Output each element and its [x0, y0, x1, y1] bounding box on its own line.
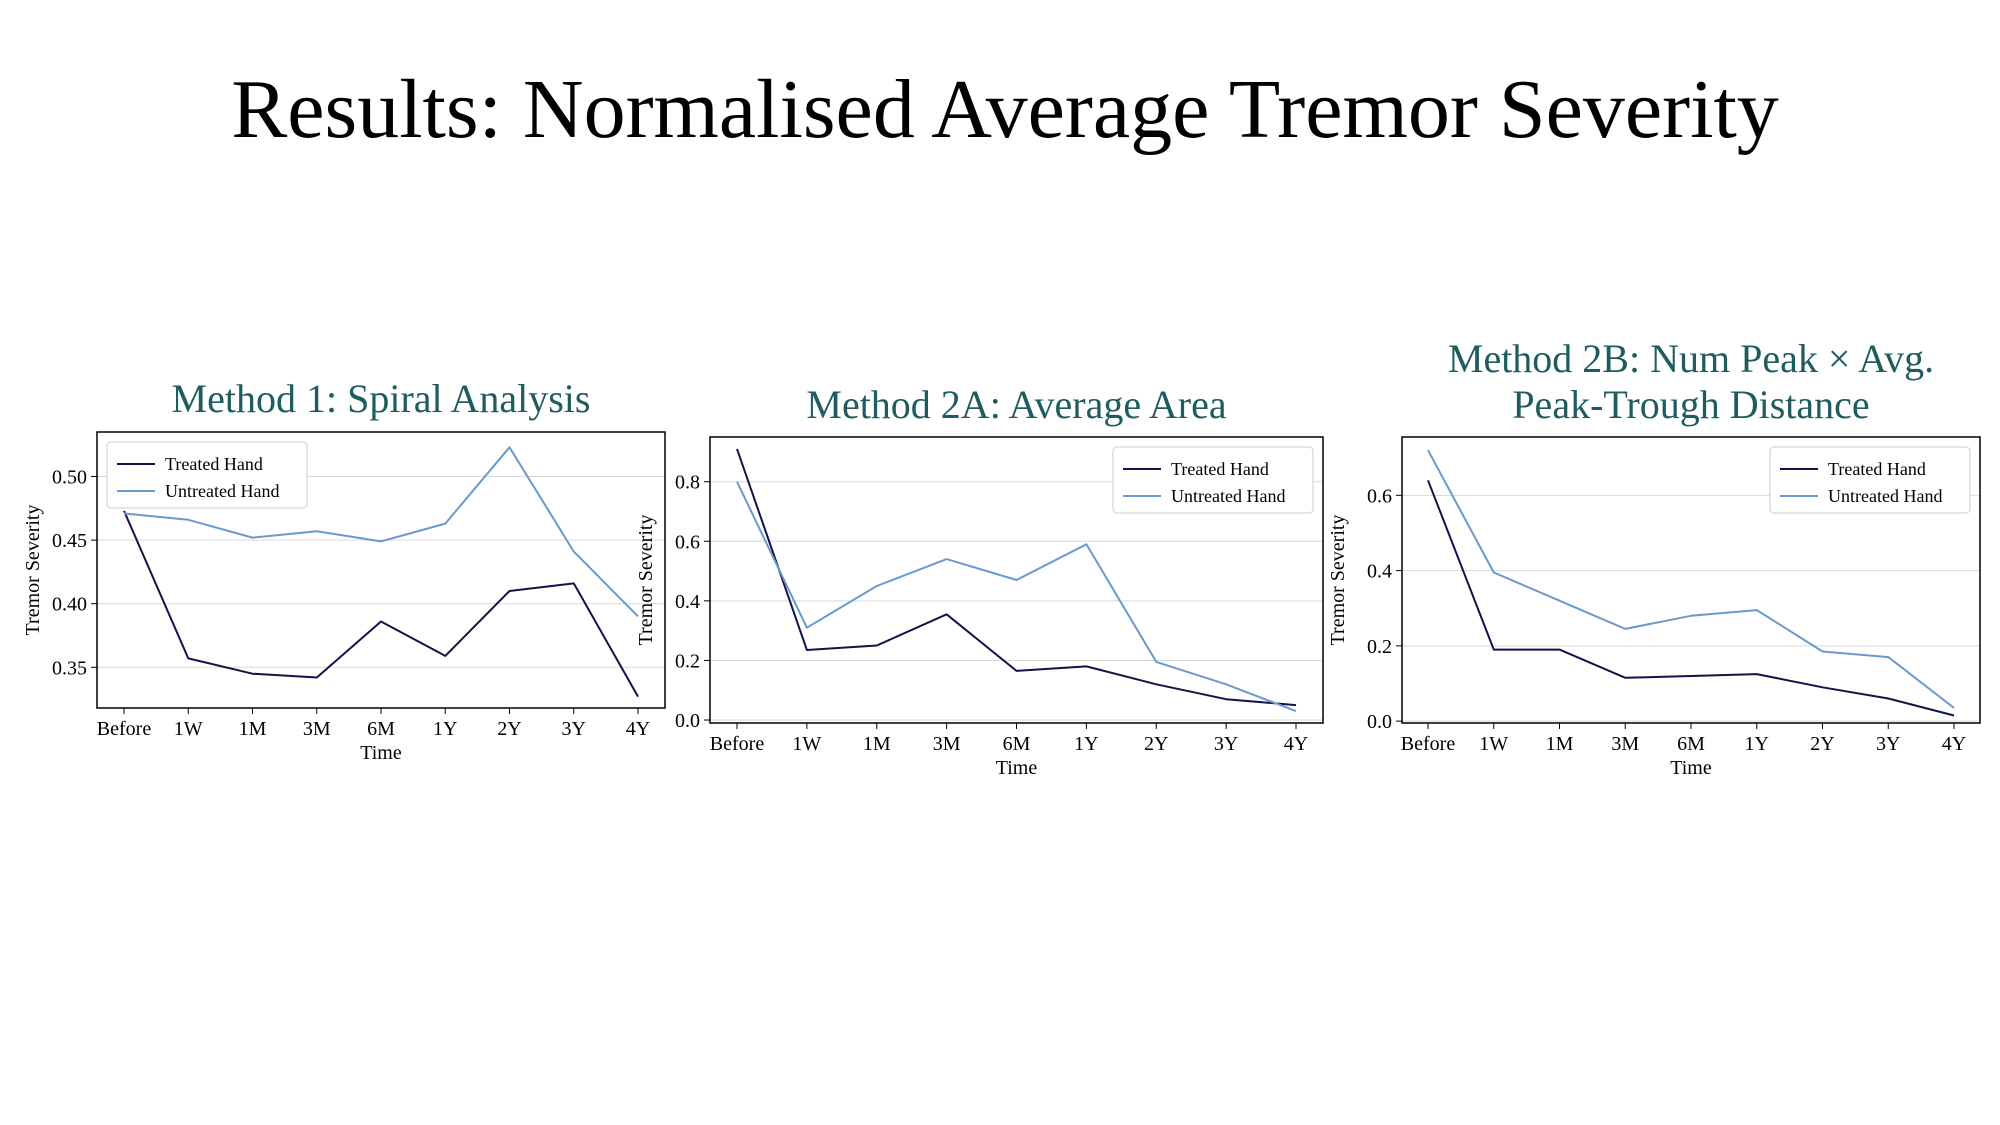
chart-method-1: Method 1: Spiral Analysis 0.35 0.40 0.45 0.5…	[22, 376, 666, 764]
y-tick-label: 0.0	[1367, 711, 1392, 733]
chart-method-2b: Method 2B: Num Peak × Avg.Peak-Trough Di…	[1327, 336, 1981, 779]
x-tick-label: 3M	[303, 718, 331, 740]
chart-title: Method 2B: Num Peak × Avg.	[1448, 336, 1934, 381]
legend-label: Untreated Hand	[1828, 486, 1942, 506]
x-tick-label: 1Y	[1745, 733, 1769, 755]
plot-frame	[1401, 436, 1981, 724]
y-tick-label: 0.35	[52, 657, 87, 679]
y-tick-label: 0.45	[52, 530, 87, 552]
chart-title: Method 2A: Average Area	[806, 382, 1226, 427]
y-tick-label: 0.40	[52, 594, 87, 616]
x-tick-label: 1Y	[1074, 733, 1098, 755]
legend-label: Treated Hand	[165, 454, 263, 474]
x-tick-label: 1Y	[433, 718, 457, 740]
y-tick-label: 0.8	[675, 472, 700, 494]
x-tick-label: 1M	[239, 718, 267, 740]
x-tick-label: 1W	[792, 733, 821, 755]
chart-method-2a: Method 2A: Average Area 0.0 0.2 0.4 0.6 0.8 Be…	[635, 382, 1324, 779]
x-tick-label: 3Y	[1876, 733, 1900, 755]
y-tick-label: 0.2	[675, 650, 700, 672]
legend: Treated Hand Untreated Hand	[106, 441, 308, 509]
x-tick-label: 3M	[933, 733, 961, 755]
chart-title: Method 1: Spiral Analysis	[172, 376, 591, 421]
slide-title: Results: Normalised Average Tremor Sever…	[231, 63, 1779, 156]
plot-frame	[96, 431, 666, 709]
series-line-untreated	[1427, 449, 1955, 709]
y-tick-label: 0.4	[1367, 561, 1392, 583]
x-tick-label: 1W	[1479, 733, 1508, 755]
legend: Treated Hand Untreated Hand	[1769, 446, 1971, 514]
y-tick-label: 0.50	[52, 467, 87, 489]
plot-frame	[709, 436, 1324, 724]
y-axis-label: Tremor Severity	[635, 515, 657, 646]
x-tick-label: Before	[710, 733, 765, 755]
x-tick-label: 3Y	[562, 718, 586, 740]
y-tick-label: 0.6	[1367, 485, 1392, 507]
x-tick-label: 3M	[1611, 733, 1639, 755]
y-tick-label: 0.6	[675, 531, 700, 553]
x-tick-label: 1M	[1546, 733, 1574, 755]
legend-box	[1112, 446, 1314, 514]
y-tick-label: 0.4	[675, 591, 700, 613]
x-tick-label: 3Y	[1214, 733, 1238, 755]
x-tick-label: 1M	[863, 733, 891, 755]
x-tick-label: 4Y	[1284, 733, 1308, 755]
series-line-untreated	[123, 446, 639, 618]
series-line-treated	[736, 448, 1297, 707]
x-axis-label: Time	[1670, 757, 1712, 779]
x-tick-label: Before	[97, 718, 152, 740]
x-tick-label: 6M	[1677, 733, 1705, 755]
x-tick-label: 2Y	[1810, 733, 1834, 755]
legend-box	[106, 441, 308, 509]
y-tick-label: 0.2	[1367, 636, 1392, 658]
x-tick-label: 2Y	[497, 718, 521, 740]
series-line-untreated	[736, 481, 1297, 713]
x-tick-label: Before	[1401, 733, 1456, 755]
legend-label: Untreated Hand	[165, 481, 279, 501]
legend: Treated Hand Untreated Hand	[1112, 446, 1314, 514]
series-line-treated	[123, 510, 639, 698]
x-tick-label: 2Y	[1144, 733, 1168, 755]
legend-label: Untreated Hand	[1171, 486, 1285, 506]
series-line-treated	[1427, 479, 1955, 717]
x-axis-label: Time	[996, 757, 1038, 779]
y-axis-label: Tremor Severity	[22, 505, 44, 636]
x-tick-label: 4Y	[1942, 733, 1966, 755]
chart-title: Peak-Trough Distance	[1512, 382, 1869, 427]
y-tick-label: 0.0	[675, 710, 700, 732]
legend-label: Treated Hand	[1828, 459, 1926, 479]
legend-label: Treated Hand	[1171, 459, 1269, 479]
x-tick-label: 6M	[1003, 733, 1031, 755]
x-tick-label: 4Y	[626, 718, 650, 740]
legend-box	[1769, 446, 1971, 514]
y-axis-label: Tremor Severity	[1327, 515, 1349, 646]
x-tick-label: 1W	[174, 718, 203, 740]
x-tick-label: 6M	[367, 718, 395, 740]
x-axis-label: Time	[360, 742, 402, 764]
